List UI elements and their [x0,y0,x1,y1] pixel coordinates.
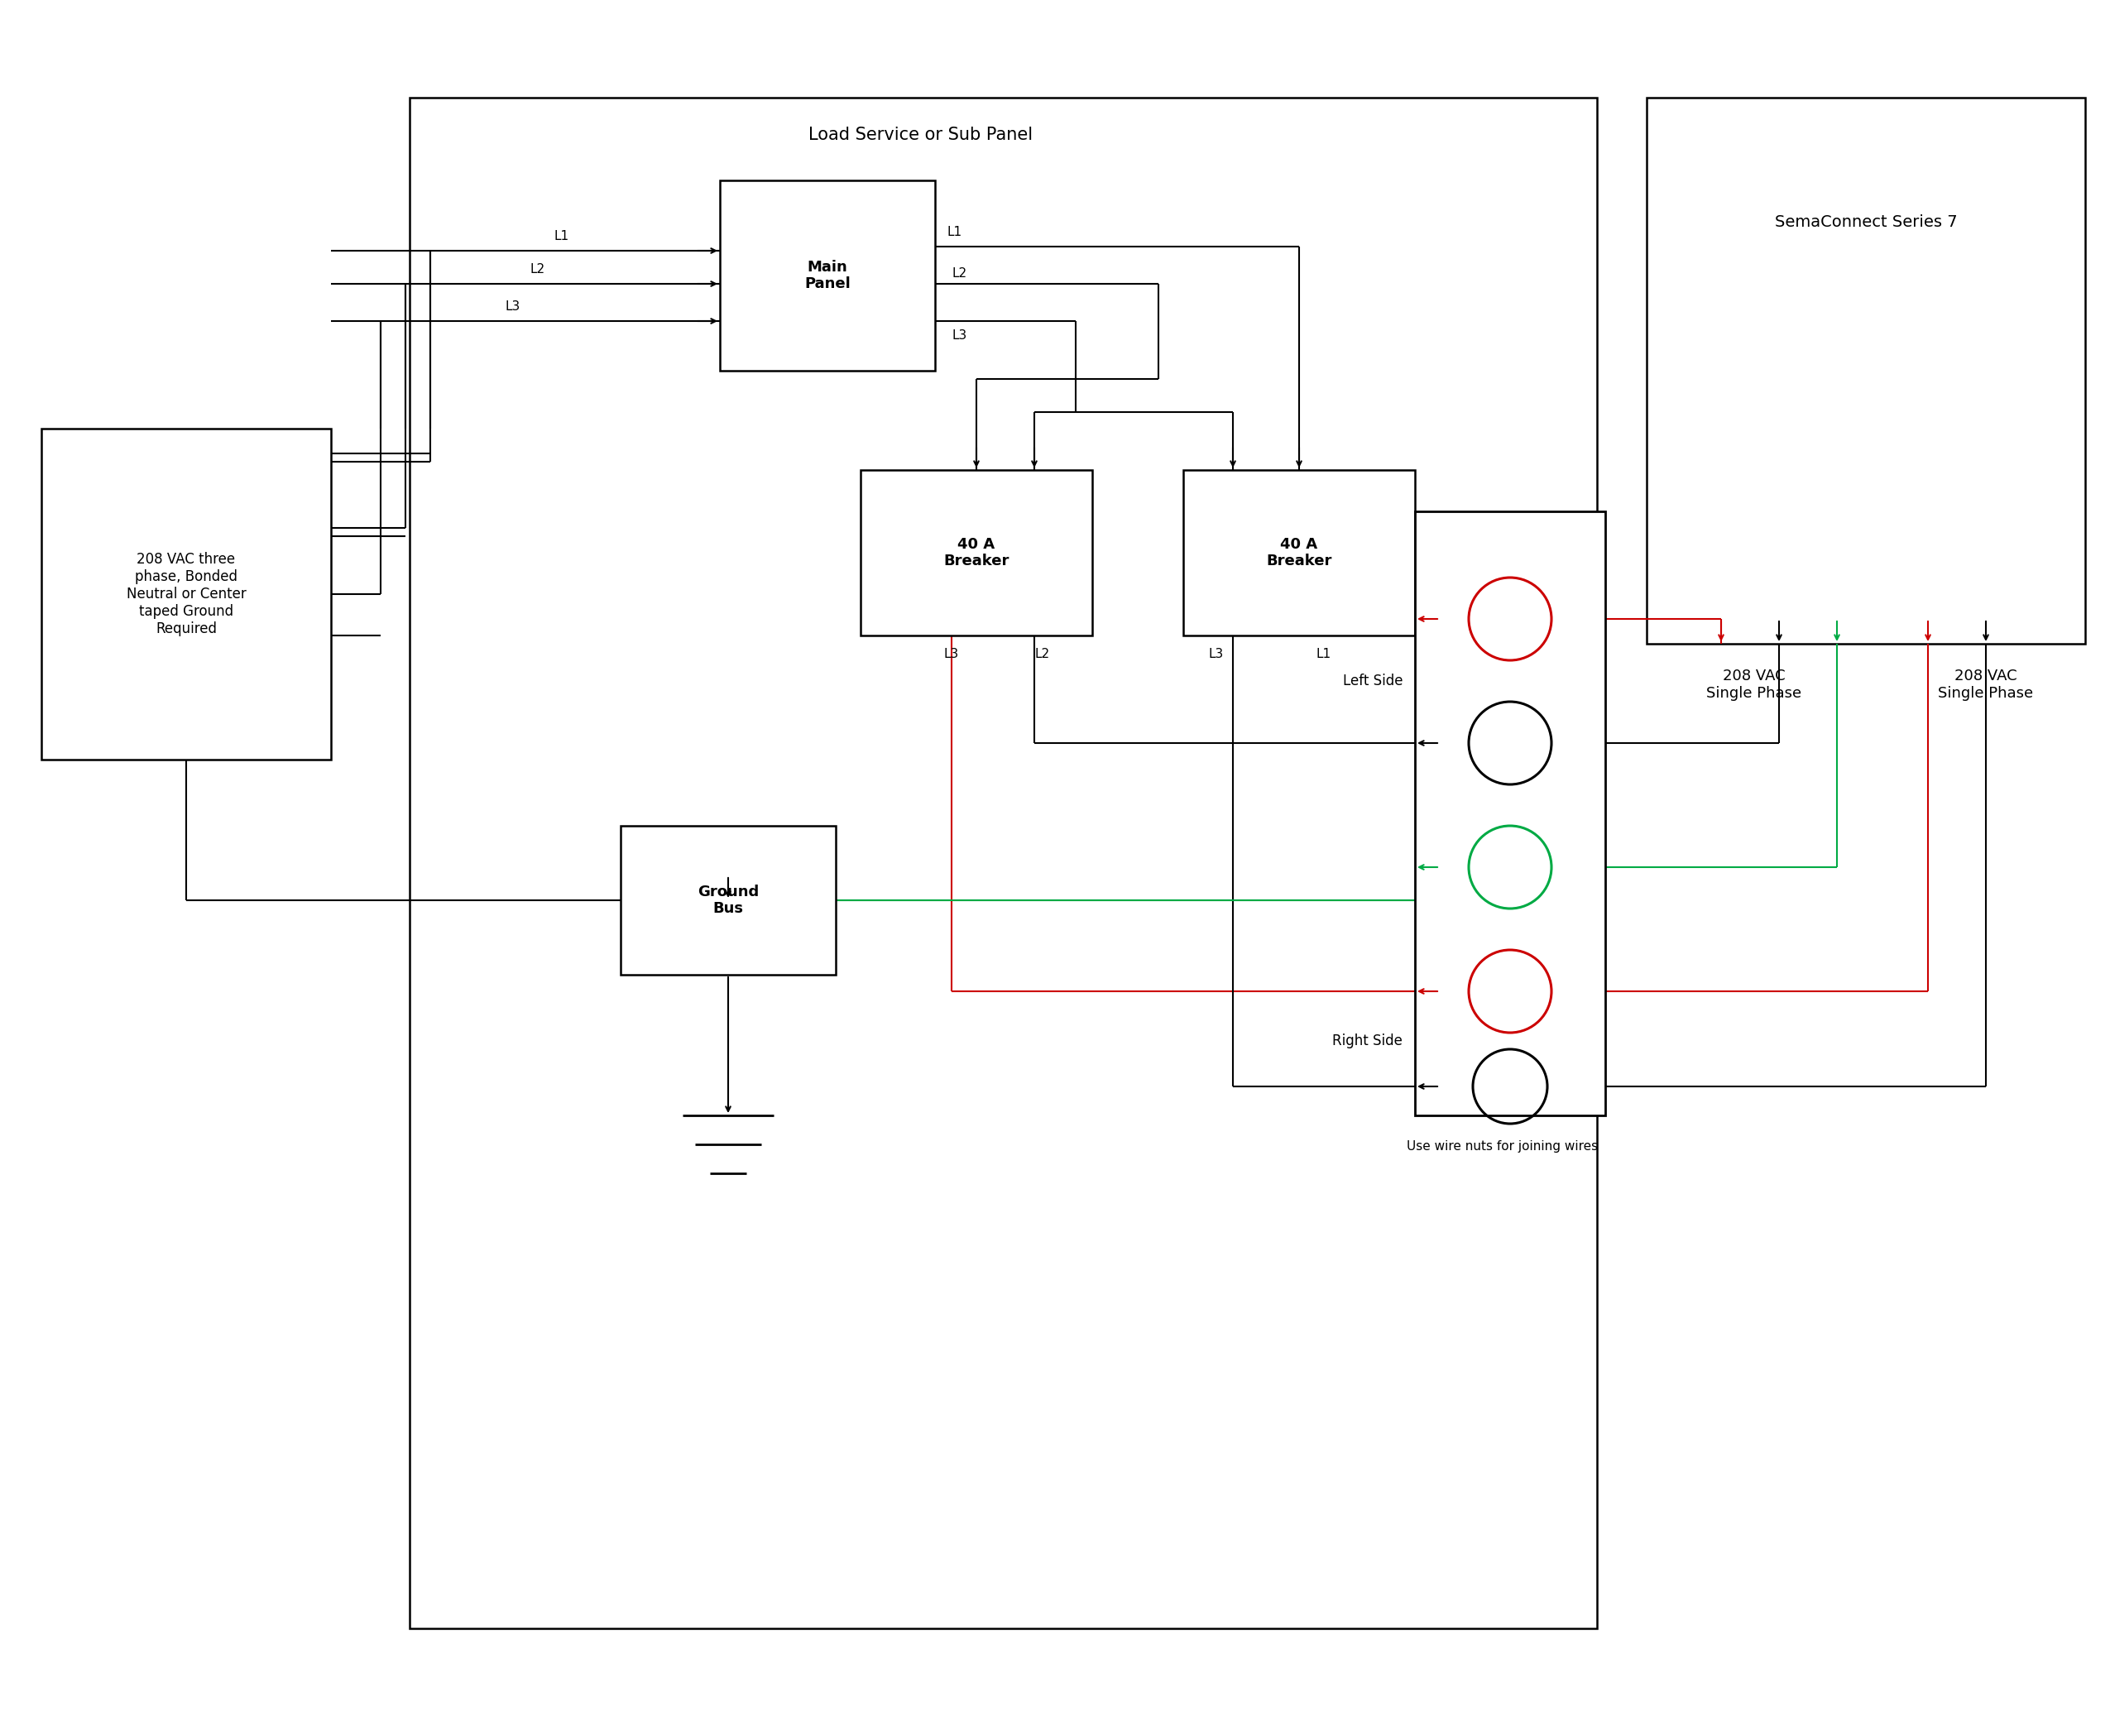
Bar [620,826,836,974]
Text: SemaConnect Series 7: SemaConnect Series 7 [1775,214,1958,229]
Text: Use wire nuts for joining wires: Use wire nuts for joining wires [1407,1141,1597,1153]
Text: L2: L2 [952,267,966,279]
Text: Ground
Bus: Ground Bus [698,884,760,917]
Text: 40 A
Breaker: 40 A Breaker [943,536,1009,569]
Text: 40 A
Breaker: 40 A Breaker [1266,536,1331,569]
Text: Left Side: Left Side [1342,674,1403,689]
Text: L1: L1 [1317,648,1331,660]
Bar [1416,512,1606,1116]
Text: 208 VAC
Single Phase: 208 VAC Single Phase [1707,668,1802,701]
Bar [1646,97,2085,644]
Text: Main
Panel: Main Panel [804,259,850,292]
Text: Right Side: Right Side [1331,1033,1403,1049]
Bar [42,429,331,760]
Text: L3: L3 [504,300,519,312]
Text: 208 VAC three
phase, Bonded
Neutral or Center
taped Ground
Required: 208 VAC three phase, Bonded Neutral or C… [127,552,247,635]
Text: L3: L3 [1209,648,1224,660]
Bar [861,470,1093,635]
Text: L1: L1 [947,226,962,238]
Text: 208 VAC
Single Phase: 208 VAC Single Phase [1939,668,2034,701]
Text: Load Service or Sub Panel: Load Service or Sub Panel [808,127,1032,142]
Bar [409,97,1597,1628]
Text: L1: L1 [555,231,570,243]
Text: L3: L3 [952,330,966,342]
Text: L3: L3 [943,648,960,660]
Text: L2: L2 [530,264,544,276]
Text: L2: L2 [1036,648,1051,660]
Bar [1184,470,1416,635]
Bar [720,181,935,372]
